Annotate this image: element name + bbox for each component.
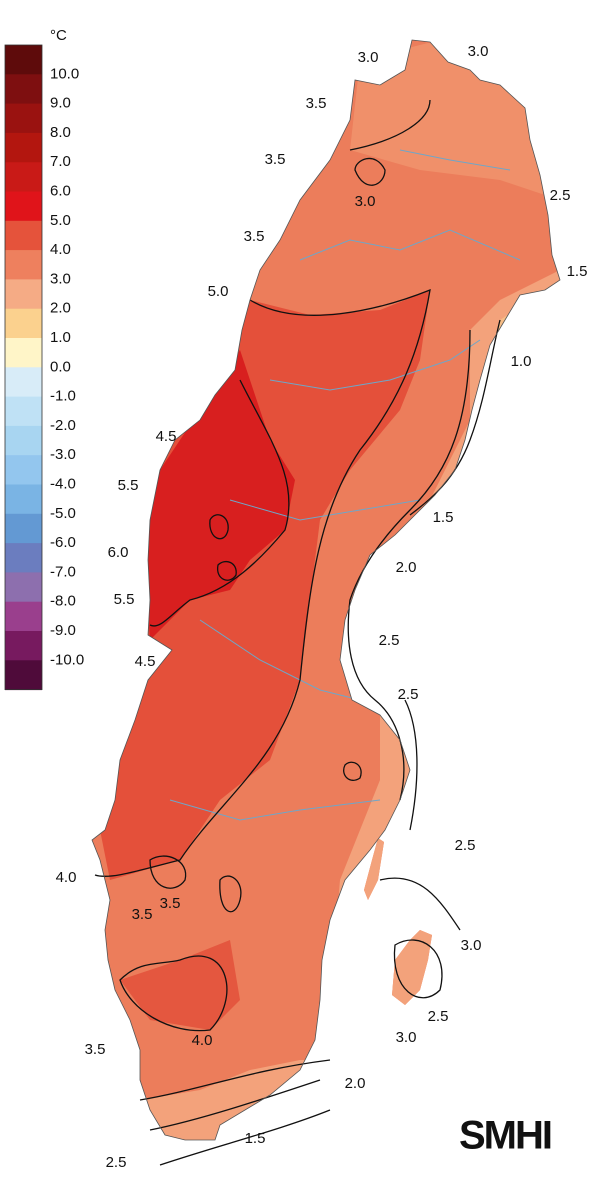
- contour-label: 3.5: [265, 151, 286, 168]
- contour-label: 3.5: [85, 1041, 106, 1058]
- legend-label: 6.0: [50, 182, 71, 199]
- legend-label: 4.0: [50, 241, 71, 258]
- contour-label: 4.5: [156, 428, 177, 445]
- legend-label: -8.0: [50, 593, 76, 610]
- legend-swatch: [5, 484, 42, 515]
- contour-label: 4.0: [56, 869, 77, 886]
- legend-swatch: [5, 250, 42, 280]
- contour-label: 3.0: [358, 49, 379, 66]
- contour-label: 4.5: [135, 653, 156, 670]
- legend-swatch: [5, 338, 42, 368]
- legend-swatch: [5, 220, 42, 251]
- legend-label: 0.0: [50, 358, 71, 375]
- contour-label: 2.5: [550, 187, 571, 204]
- contour-lines: [94, 99, 501, 1166]
- legend-label: -2.0: [50, 417, 76, 434]
- legend: °C 10.0 9.0 8.0 7.0 6.0 5.0 4.0 3.0 2.0 1.0 0.0 -1.…: [4, 27, 84, 691]
- legend-swatch: [5, 279, 42, 310]
- legend-swatch: [5, 425, 42, 456]
- legend-swatch: [5, 162, 42, 192]
- contour-label: 5.5: [114, 591, 135, 608]
- legend-swatch: [5, 455, 42, 485]
- legend-label: 5.0: [50, 212, 71, 229]
- legend-swatch: [5, 132, 42, 163]
- contour-label: 3.0: [461, 937, 482, 954]
- legend-swatch: [5, 191, 42, 222]
- legend-swatch: [5, 308, 42, 339]
- contour-label: 3.5: [306, 95, 327, 112]
- legend-label: -6.0: [50, 534, 76, 551]
- contour-label: 3.5: [244, 228, 265, 245]
- legend-swatch: [5, 543, 42, 573]
- contour-label: 3.0: [468, 43, 489, 60]
- contour-label: 4.0: [192, 1032, 213, 1049]
- legend-swatch: [5, 601, 42, 632]
- contour-label: 2.0: [396, 559, 417, 576]
- legend-label: 7.0: [50, 153, 71, 170]
- legend-label: 1.0: [50, 329, 71, 346]
- legend-frame: [4, 44, 43, 690]
- contour-label: 3.0: [396, 1029, 417, 1046]
- contour-label: 5.5: [118, 477, 139, 494]
- contour-label: 2.0: [345, 1075, 366, 1092]
- legend-label: -7.0: [50, 563, 76, 580]
- rivers: [169, 149, 521, 821]
- contour-label: 2.5: [428, 1008, 449, 1025]
- legend-label: -3.0: [50, 446, 76, 463]
- legend-swatch: [5, 513, 42, 544]
- contour-label: 5.0: [208, 283, 229, 300]
- contour-label: 3.5: [160, 895, 181, 912]
- contour-label: 1.5: [433, 509, 454, 526]
- contour-label: 2.5: [455, 837, 476, 854]
- legend-label: 8.0: [50, 124, 71, 141]
- contour-label: 3.0: [355, 193, 376, 210]
- legend-label: -5.0: [50, 505, 76, 522]
- legend-swatch: [5, 367, 42, 398]
- contour-label: 2.5: [379, 632, 400, 649]
- contour-label: 1.0: [511, 353, 532, 370]
- legend-swatch: [5, 660, 42, 691]
- legend-swatch: [5, 572, 42, 603]
- contour-label: 1.5: [567, 263, 588, 280]
- legend-swatch: [5, 396, 42, 427]
- legend-label: 3.0: [50, 270, 71, 287]
- legend-swatch: [5, 631, 42, 661]
- legend-swatch: [5, 103, 42, 134]
- legend-label: -9.0: [50, 622, 76, 639]
- logo: SMHI: [459, 1114, 551, 1158]
- legend-label: -4.0: [50, 475, 76, 492]
- contour-labels: 3.0 3.0 3.5 3.5 3.0 2.5 3.5 1.5 5.0 1.0 4.5 5.5 1.5 6…: [56, 43, 588, 1171]
- legend-label: 2.0: [50, 300, 71, 317]
- legend-label: 10.0: [50, 65, 79, 82]
- contour-label: 6.0: [108, 544, 129, 561]
- contour-label: 2.5: [106, 1154, 127, 1171]
- contour-label: 2.5: [398, 686, 419, 703]
- legend-label: 9.0: [50, 95, 71, 112]
- legend-swatch: [5, 45, 42, 75]
- legend-unit: °C: [50, 27, 67, 44]
- legend-swatch: [5, 74, 42, 105]
- legend-label: -1.0: [50, 388, 76, 405]
- contour-label: 3.5: [132, 906, 153, 923]
- legend-label: -10.0: [50, 651, 84, 668]
- contour-label: 1.5: [245, 1130, 266, 1147]
